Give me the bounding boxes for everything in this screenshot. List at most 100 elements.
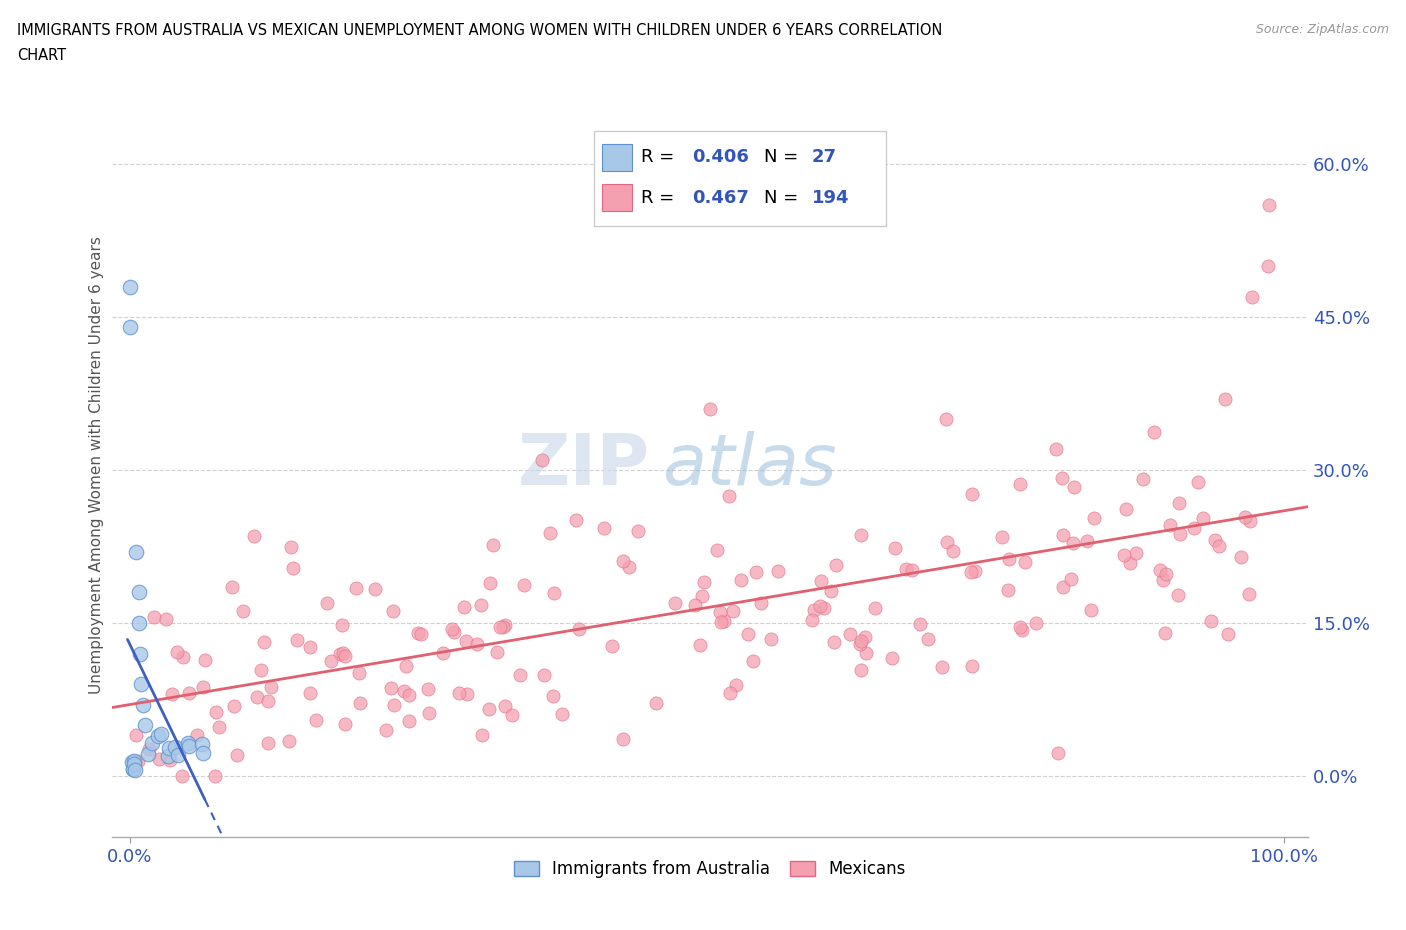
Point (998, 551, 1021, 566)
Text: IMMIGRANTS FROM AUSTRALIA VS MEXICAN UNEMPLOYMENT AMONG WOMEN WITH CHILDREN UNDE: IMMIGRANTS FROM AUSTRALIA VS MEXICAN UNE… (17, 23, 942, 38)
Point (128, 616, 150, 631)
Point (478, 576, 501, 591)
Point (533, 667, 555, 682)
Point (124, 756, 146, 771)
Point (1159, 518, 1181, 533)
Point (398, 688, 420, 703)
Point (664, 596, 686, 611)
Point (908, 617, 931, 631)
Point (136, 747, 159, 762)
Point (1192, 511, 1215, 525)
Point (146, 728, 169, 743)
Point (485, 644, 508, 659)
Point (280, 539, 302, 554)
Point (1132, 472, 1154, 486)
Point (335, 717, 357, 732)
Point (132, 698, 155, 712)
Point (321, 653, 343, 668)
Point (131, 677, 153, 692)
Point (1149, 562, 1171, 577)
Point (741, 654, 763, 669)
Point (960, 658, 983, 673)
Point (942, 543, 965, 558)
Point (179, 685, 201, 700)
Point (489, 619, 512, 634)
Point (221, 579, 243, 594)
Point (612, 731, 634, 746)
Point (1083, 511, 1105, 525)
Point (1182, 521, 1205, 536)
Point (1008, 619, 1031, 634)
Point (298, 640, 321, 655)
Point (855, 645, 877, 660)
Point (849, 636, 872, 651)
Point (901, 563, 924, 578)
Point (730, 573, 752, 588)
Point (1215, 392, 1237, 406)
Point (612, 553, 634, 568)
Point (395, 658, 418, 673)
Point (406, 626, 429, 641)
Point (166, 644, 188, 659)
Point (1010, 476, 1032, 491)
Point (260, 680, 283, 695)
Point (128, 585, 150, 600)
Point (127, 753, 149, 768)
Point (699, 402, 721, 417)
Point (801, 612, 824, 627)
Point (1119, 556, 1142, 571)
Point (617, 560, 640, 575)
Point (1230, 550, 1253, 565)
Point (494, 618, 516, 632)
Point (825, 558, 848, 573)
Point (509, 668, 531, 683)
Point (823, 634, 845, 649)
Point (375, 723, 398, 737)
Point (1125, 546, 1147, 561)
Point (935, 411, 957, 426)
Point (690, 589, 713, 604)
Point (285, 633, 308, 648)
Point (226, 748, 249, 763)
Point (170, 768, 193, 783)
Point (470, 727, 492, 742)
Point (257, 693, 280, 708)
Point (853, 630, 876, 644)
Point (1011, 622, 1033, 637)
Point (749, 595, 772, 610)
Point (1052, 527, 1074, 542)
Point (838, 627, 860, 642)
Point (808, 599, 831, 614)
Point (492, 619, 515, 634)
Point (717, 488, 740, 503)
Point (1025, 616, 1047, 631)
Point (205, 704, 228, 719)
Point (745, 565, 768, 579)
Point (803, 603, 825, 618)
Point (1187, 474, 1209, 489)
Point (281, 561, 304, 576)
Point (1167, 496, 1189, 511)
Point (1240, 289, 1263, 304)
Point (723, 604, 745, 619)
Point (155, 611, 177, 626)
Point (991, 530, 1014, 545)
Point (470, 597, 492, 612)
Point (880, 651, 903, 666)
Point (997, 582, 1019, 597)
Point (894, 561, 917, 576)
Point (568, 621, 591, 636)
Point (443, 625, 465, 640)
Point (959, 565, 981, 579)
Point (689, 638, 711, 653)
Point (1152, 573, 1174, 588)
Point (706, 543, 728, 558)
Point (592, 521, 614, 536)
Point (418, 705, 440, 720)
Point (246, 689, 269, 704)
Point (159, 752, 181, 767)
Point (121, 762, 143, 777)
Point (465, 636, 488, 651)
Point (543, 586, 565, 601)
Point (124, 763, 146, 777)
